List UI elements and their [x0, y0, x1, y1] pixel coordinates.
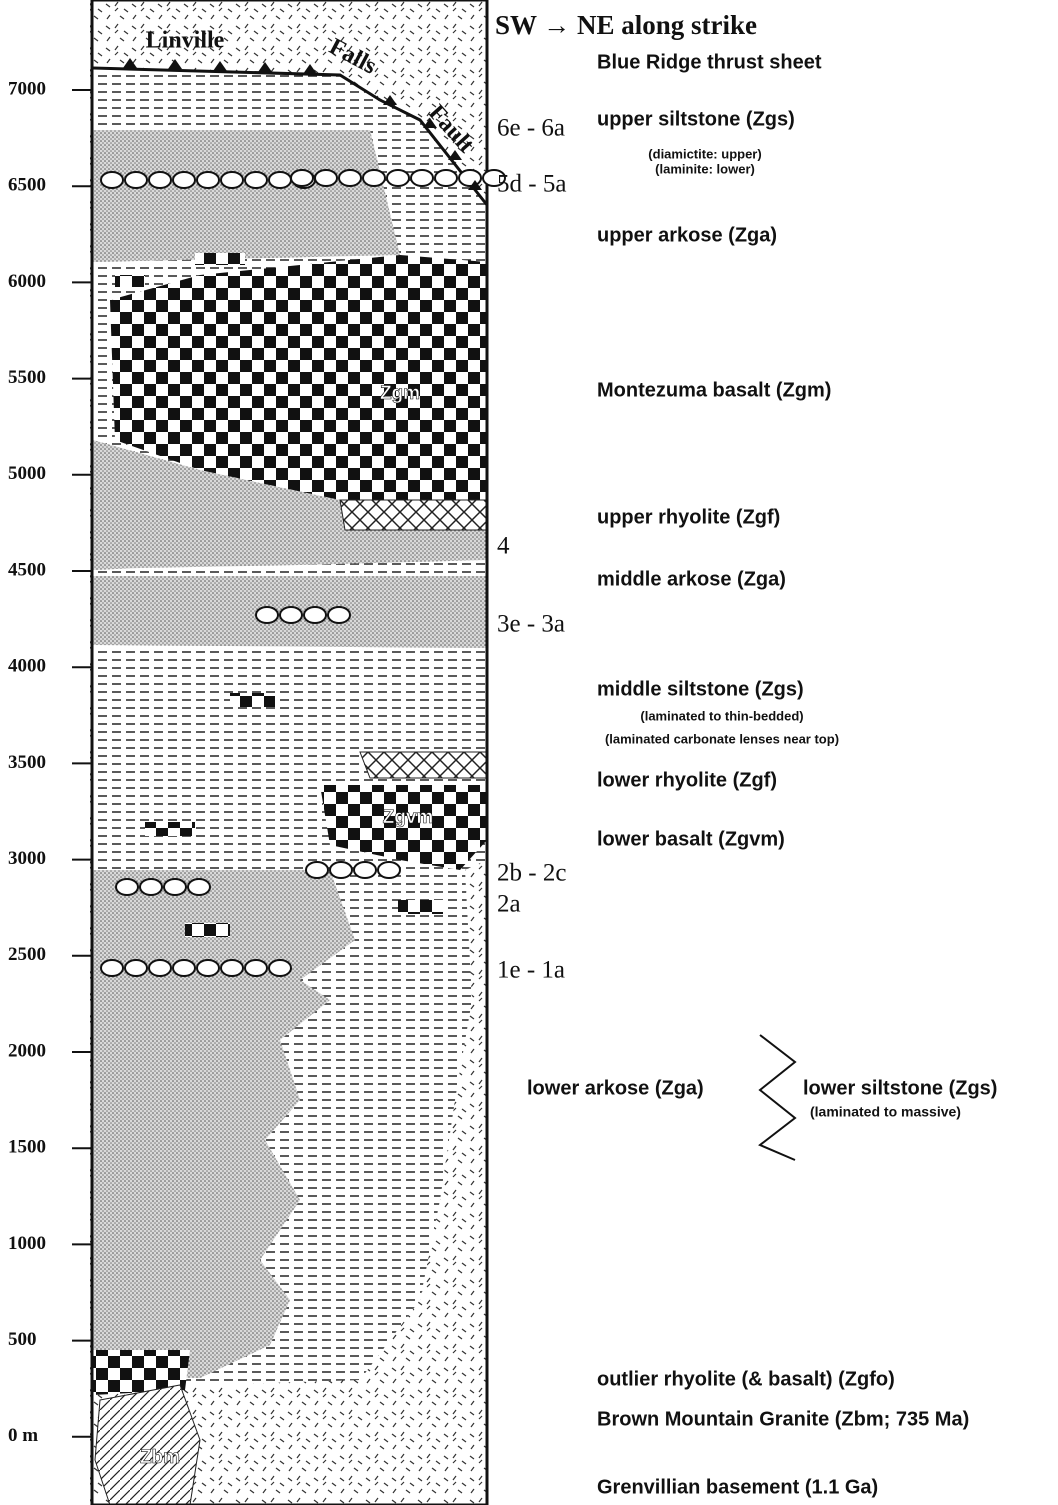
sample-label: 1e - 1a	[497, 957, 565, 984]
clast	[101, 960, 123, 976]
clast	[125, 172, 147, 188]
depth-tick-label: 4000	[8, 656, 46, 677]
rhyolite	[360, 752, 487, 778]
rhyolite	[340, 500, 487, 530]
depth-tick-label: 7000	[8, 78, 46, 99]
clast	[291, 170, 313, 186]
column-label: Zgvm	[383, 807, 434, 828]
depth-tick-label: 0 m	[8, 1425, 38, 1446]
depth-tick-label: 1000	[8, 1233, 46, 1254]
unit-name: lower arkose (Zga)	[527, 1077, 704, 1099]
clast	[269, 172, 291, 188]
unit-name: Blue Ridge thrust sheet	[597, 51, 822, 73]
clast	[354, 862, 376, 878]
sample-label: 6e - 6a	[497, 115, 565, 142]
unit-name: Montezuma basalt (Zgm)	[597, 379, 831, 401]
lens	[185, 923, 230, 937]
depth-tick-label: 4500	[8, 559, 46, 580]
clast	[315, 170, 337, 186]
clast	[330, 862, 352, 878]
clast	[197, 960, 219, 976]
clast	[269, 960, 291, 976]
lens	[230, 693, 275, 707]
lens	[398, 900, 443, 914]
sample-label: 4	[497, 533, 510, 560]
clast	[173, 172, 195, 188]
depth-tick-label: 3500	[8, 752, 46, 773]
clast	[459, 170, 481, 186]
lens	[115, 275, 145, 287]
unit-note: (laminite: lower)	[655, 161, 755, 176]
sample-label: 3e - 3a	[497, 611, 565, 638]
clast	[173, 960, 195, 976]
clast	[411, 170, 433, 186]
unit-note: (laminated to massive)	[810, 1104, 961, 1120]
clast	[221, 172, 243, 188]
upper-arkose	[93, 130, 400, 262]
unit-name: lower rhyolite (Zgf)	[597, 769, 777, 791]
clast	[116, 879, 138, 895]
unit-note: (diamictite: upper)	[648, 146, 761, 161]
clast	[245, 172, 267, 188]
depth-tick-label: 500	[8, 1329, 37, 1350]
clast	[197, 172, 219, 188]
granite	[95, 1385, 200, 1505]
fault-label: Linville	[146, 28, 225, 54]
clast	[387, 170, 409, 186]
unit-name: Brown Mountain Granite (Zbm; 735 Ma)	[597, 1408, 969, 1430]
unit-name: upper arkose (Zga)	[597, 224, 777, 246]
column-label: Zgm	[380, 383, 420, 404]
column-label: Zbm	[140, 1447, 180, 1468]
clast	[164, 879, 186, 895]
sample-label: 2a	[497, 891, 521, 918]
unit-note: (laminated carbonate lenses near top)	[605, 731, 839, 746]
clast	[363, 170, 385, 186]
sample-label: 5d - 5a	[497, 171, 566, 198]
depth-tick-label: 1500	[8, 1137, 46, 1158]
zigzag	[760, 1035, 795, 1160]
unit-note: (laminated to thin-bedded)	[640, 708, 803, 723]
clast	[328, 607, 350, 623]
unit-name: Grenvillian basement (1.1 Ga)	[597, 1476, 878, 1498]
header-title: SW → NE along strike	[495, 10, 757, 40]
lens	[195, 253, 245, 265]
stratigraphic-column: SW → NE along strike70006500600055005000…	[0, 0, 1058, 1505]
clast	[339, 170, 361, 186]
clast	[304, 607, 326, 623]
clast	[378, 862, 400, 878]
depth-tick-label: 5000	[8, 463, 46, 484]
clast	[306, 862, 328, 878]
unit-name: upper siltstone (Zgs)	[597, 108, 795, 130]
clast	[245, 960, 267, 976]
clast	[125, 960, 147, 976]
unit-name: lower basalt (Zgvm)	[597, 828, 785, 850]
depth-tick-label: 3000	[8, 848, 46, 869]
unit-name: middle siltstone (Zgs)	[597, 678, 804, 700]
unit-name: outlier rhyolite (& basalt) (Zgfo)	[597, 1368, 895, 1390]
lens	[145, 822, 195, 836]
unit-name: upper rhyolite (Zgf)	[597, 506, 780, 528]
clast	[149, 172, 171, 188]
depth-tick-label: 2000	[8, 1040, 46, 1061]
clast	[188, 879, 210, 895]
depth-tick-label: 6000	[8, 271, 46, 292]
unit-name: lower siltstone (Zgs)	[803, 1077, 997, 1099]
sample-label: 2b - 2c	[497, 860, 566, 887]
clast	[280, 607, 302, 623]
clast	[256, 607, 278, 623]
depth-tick-label: 6500	[8, 175, 46, 196]
clast	[140, 879, 162, 895]
clast	[101, 172, 123, 188]
clast	[149, 960, 171, 976]
clast	[435, 170, 457, 186]
unit-name: middle arkose (Zga)	[597, 568, 786, 590]
depth-tick-label: 5500	[8, 367, 46, 388]
clast	[221, 960, 243, 976]
depth-tick-label: 2500	[8, 944, 46, 965]
